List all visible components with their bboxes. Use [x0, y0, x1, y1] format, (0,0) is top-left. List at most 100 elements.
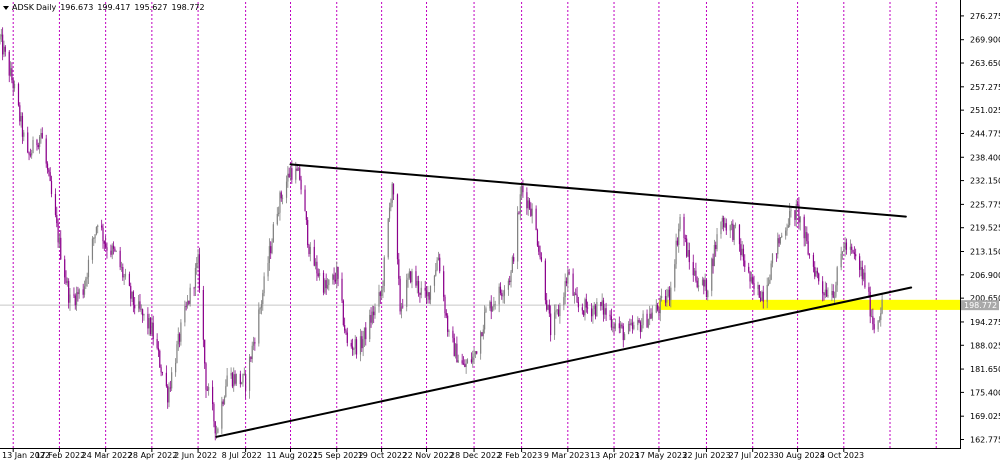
- candle-body: [112, 245, 115, 249]
- candle: [831, 283, 833, 302]
- collapse-triangle-icon[interactable]: [3, 6, 9, 10]
- candle-body: [540, 257, 543, 261]
- candle-body: [410, 271, 412, 283]
- candle-body: [600, 301, 602, 307]
- candle: [814, 261, 816, 280]
- candle-body: [535, 208, 537, 231]
- candle-body: [502, 295, 504, 297]
- candle-body: [161, 372, 164, 374]
- candle: [544, 258, 546, 305]
- candle: [612, 318, 614, 333]
- candle: [299, 164, 301, 181]
- candle-body: [361, 336, 363, 349]
- candle: [78, 288, 80, 299]
- candle: [32, 136, 34, 154]
- candles: [0, 27, 883, 441]
- candle-body: [128, 273, 131, 286]
- candle: [304, 185, 306, 212]
- candle: [97, 224, 99, 234]
- candle: [21, 112, 24, 144]
- trendlines[interactable]: [215, 163, 913, 438]
- candle-body: [313, 246, 315, 266]
- candle: [729, 224, 731, 239]
- candle-body: [41, 133, 43, 139]
- candle-body: [39, 136, 41, 148]
- candle: [424, 280, 426, 298]
- candle: [2, 27, 4, 61]
- x-tick-label: 22 Jun 2023: [682, 451, 730, 460]
- candle: [0, 28, 2, 42]
- candle: [880, 307, 882, 327]
- candle-body: [248, 356, 251, 391]
- candle-body: [97, 225, 99, 227]
- candle-body: [730, 223, 733, 226]
- candle: [19, 102, 21, 126]
- candle: [526, 187, 528, 215]
- candle: [102, 223, 104, 249]
- candle-body: [583, 310, 585, 316]
- candle-body: [342, 300, 344, 325]
- ascending-trendline[interactable]: [215, 286, 913, 438]
- candle: [778, 234, 780, 247]
- candle: [498, 283, 500, 313]
- candle: [864, 265, 866, 289]
- candle: [420, 281, 422, 299]
- candle: [151, 316, 153, 337]
- x-tick-label: 19 Oct 2022: [358, 451, 407, 460]
- candle: [230, 367, 232, 379]
- candle: [29, 148, 31, 158]
- candle-body: [614, 323, 616, 329]
- candle-body: [197, 254, 199, 263]
- candle: [443, 265, 445, 302]
- candle: [288, 167, 290, 178]
- candle-body: [868, 287, 870, 292]
- candle-body: [325, 280, 327, 289]
- candle-body: [872, 316, 874, 325]
- candle: [547, 304, 549, 311]
- candle-body: [82, 289, 84, 295]
- candle: [60, 230, 62, 261]
- candle: [365, 322, 367, 346]
- candle-body: [299, 168, 301, 180]
- candle: [851, 243, 853, 254]
- candle-body: [408, 271, 410, 278]
- candle: [620, 320, 622, 334]
- y-tick-label: 188.025: [970, 341, 1000, 350]
- candle-body: [101, 225, 103, 228]
- candle-body: [869, 291, 871, 317]
- candle-body: [120, 267, 123, 268]
- candle: [518, 211, 520, 215]
- y-tick-label: 251.025: [970, 106, 1000, 115]
- candle-body: [194, 267, 197, 289]
- candle: [313, 239, 315, 267]
- candle: [861, 260, 863, 286]
- candle: [674, 259, 676, 292]
- candle: [587, 301, 589, 314]
- candle-body: [612, 326, 614, 328]
- candle: [267, 256, 269, 281]
- candle-body: [679, 217, 681, 229]
- candle: [466, 358, 469, 364]
- candle: [456, 336, 458, 363]
- candle: [193, 286, 195, 297]
- candle-body: [733, 224, 735, 240]
- candle-body: [785, 230, 787, 236]
- candle-body: [778, 238, 780, 244]
- candle: [721, 215, 723, 230]
- candle-body: [74, 295, 76, 306]
- candle: [226, 367, 228, 387]
- candle-body: [91, 238, 94, 260]
- candle: [540, 252, 543, 263]
- candle-body: [27, 132, 29, 153]
- candle-body: [241, 382, 243, 385]
- candle-body: [436, 260, 438, 270]
- candle: [531, 203, 533, 224]
- candle-body: [493, 304, 495, 307]
- candle-body: [379, 292, 381, 296]
- candle-body: [77, 292, 79, 295]
- descending-trendline[interactable]: [289, 163, 907, 218]
- candle-body: [684, 238, 686, 239]
- candle: [679, 213, 681, 232]
